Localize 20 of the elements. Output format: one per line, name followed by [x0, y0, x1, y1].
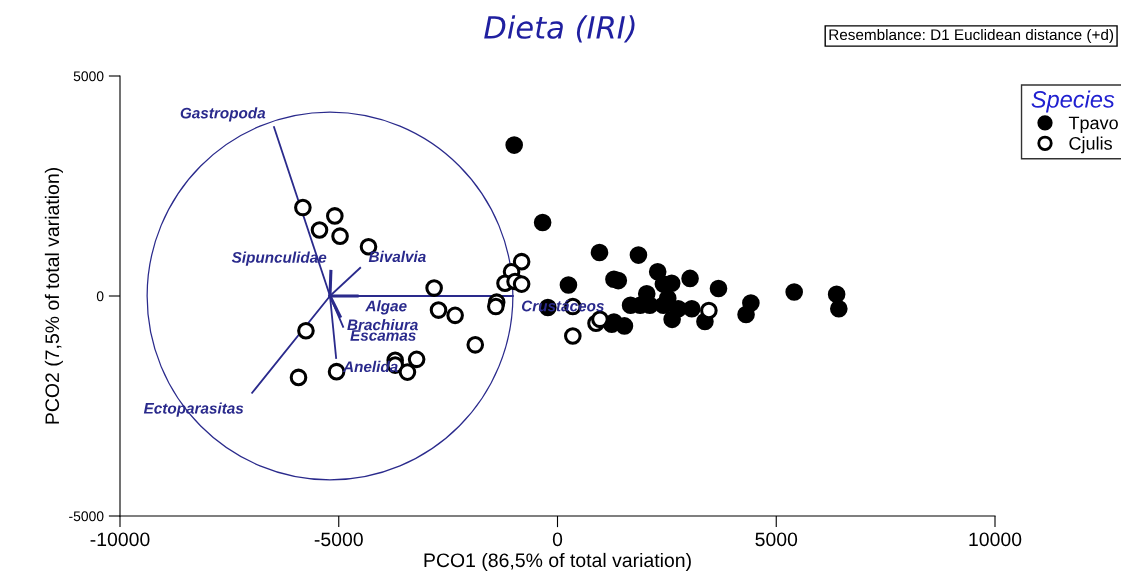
x-axis-title: PCO1 (86,5% of total variation) — [424, 552, 691, 571]
x-tick-label: 0 — [552, 532, 563, 547]
series-label: Brachiura — [347, 319, 418, 331]
chart-title: Dieta (IRI) — [484, 15, 635, 43]
y-tick-label: 0 — [96, 291, 104, 302]
x-tick-label: 10000 — [969, 532, 1022, 547]
y-axis-title: PCO2 (7,5% of total variation) — [44, 168, 63, 424]
x-tick-label: -5000 — [314, 532, 363, 547]
series-label: Bivalvia — [368, 250, 426, 263]
legend-label: Cjulis — [1069, 136, 1112, 154]
y-tick-label: 5000 — [73, 71, 104, 82]
series-label: Escamas — [350, 330, 416, 341]
y-tick-label: -5000 — [69, 511, 104, 522]
series-label: Gastropoda — [180, 107, 266, 122]
series-label: Algae — [365, 300, 407, 315]
text: Resemblance: D1 Euclidean distance (+d) — [829, 28, 1114, 44]
legend-title: Species — [1031, 90, 1115, 113]
x-tick-label: -10000 — [90, 532, 150, 547]
legend-label: Tpavo — [1068, 116, 1118, 133]
x-tick-label: 5000 — [755, 532, 798, 547]
